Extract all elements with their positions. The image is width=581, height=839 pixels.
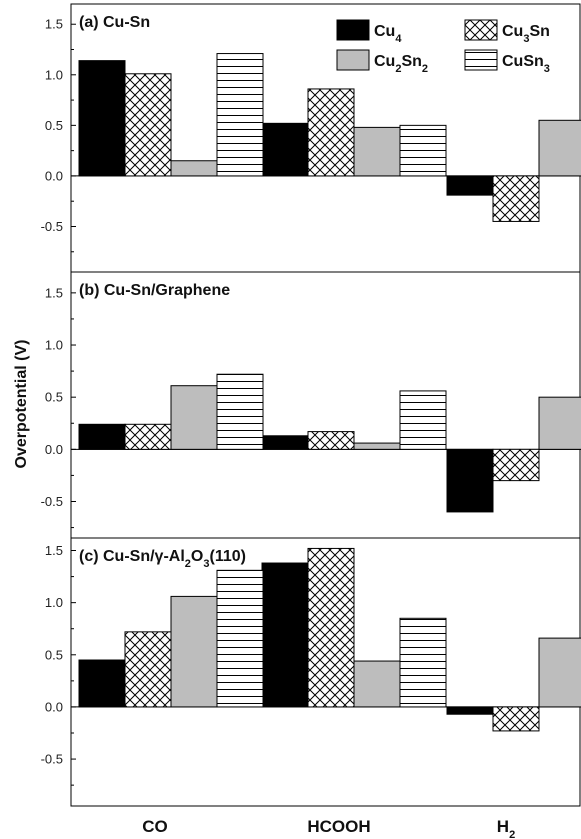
y-tick-label: -0.5 — [41, 752, 63, 767]
bar-CuSn3-HCOOH — [399, 617, 447, 708]
bar-Cu4-H2 — [446, 175, 494, 196]
bar-Cu4-HCOOH — [261, 562, 309, 708]
y-tick-label: -0.5 — [41, 494, 63, 509]
x-category-label-HCOOH: HCOOH — [307, 817, 370, 836]
bar-Cu2Sn2-H2 — [538, 396, 581, 450]
legend-label-part: 2 — [422, 63, 428, 75]
panel-title-part: (a) Cu-Sn — [79, 14, 150, 31]
legend-item-CuSn3: CuSn3 — [464, 49, 550, 75]
legend-swatch — [464, 19, 498, 41]
bar-Cu2Sn2-CO — [170, 385, 218, 450]
bar-Cu4-CO — [78, 423, 126, 450]
bar-Cu4-HCOOH — [261, 435, 309, 450]
legend-item-Cu2Sn2: Cu2Sn2 — [336, 49, 428, 75]
legend-label-part: Cu — [374, 53, 395, 70]
y-tick-label: 0.5 — [45, 647, 63, 662]
legend-item-Cu4: Cu4 — [336, 19, 402, 45]
legend-item-Cu3Sn: Cu3Sn — [464, 19, 550, 45]
legend-label-part: 3 — [544, 63, 550, 75]
legend-label-part: 3 — [523, 33, 529, 45]
legend-swatch — [336, 49, 370, 71]
bar-Cu2Sn2-CO — [170, 595, 218, 708]
panel-title-part: (c) Cu-Sn/γ-Al — [79, 548, 185, 565]
bar-Cu3Sn-H2 — [492, 175, 540, 222]
y-tick-label: 0.0 — [45, 699, 63, 714]
bar-Cu3Sn-CO — [124, 73, 172, 177]
bar-Cu2Sn2-HCOOH — [353, 660, 401, 708]
bar-Cu3Sn-H2 — [492, 448, 540, 482]
panel-title-part: 2 — [185, 558, 191, 570]
bar-Cu2Sn2-H2 — [538, 119, 581, 177]
y-tick-label: 1.0 — [45, 595, 63, 610]
panel-2: -0.5 0.0 0.5 1.0 1.5 (b) Cu-Sn/Graphene — [41, 271, 581, 539]
panel-title-part: 3 — [203, 558, 209, 570]
legend-label-part: CuSn — [502, 53, 544, 70]
bar-Cu4-CO — [78, 659, 126, 708]
bar-Cu2Sn2-H2 — [538, 637, 581, 708]
panel-frame — [70, 271, 581, 539]
x-category-label-CO-part: CO — [142, 817, 168, 836]
y-tick-label: 1.0 — [45, 67, 63, 82]
y-tick-label: 1.0 — [45, 338, 63, 353]
legend-label: Cu4 — [374, 23, 402, 45]
legend-swatch — [336, 19, 370, 41]
legend-label: Cu2Sn2 — [374, 53, 428, 75]
panel-title-part: (b) Cu-Sn/Graphene — [79, 282, 230, 299]
y-tick-label: 1.5 — [45, 17, 63, 32]
legend-label-part: Sn — [529, 23, 549, 40]
x-category-label-H2-part: H — [497, 817, 509, 836]
y-tick-label: 0.0 — [45, 168, 63, 183]
legend-label-part: 2 — [395, 63, 401, 75]
bar-Cu4-H2 — [446, 448, 494, 513]
bar-Cu3Sn-HCOOH — [307, 88, 355, 177]
panel-title: (a) Cu-Sn — [79, 14, 150, 31]
bar-Cu3Sn-CO — [124, 631, 172, 708]
bar-CuSn3-CO — [216, 569, 264, 708]
bar-CuSn3-HCOOH — [399, 390, 447, 450]
legend-label: CuSn3 — [502, 53, 550, 75]
y-tick-label: 0.5 — [45, 118, 63, 133]
bar-Cu2Sn2-CO — [170, 160, 218, 177]
x-category-label-H2: H2 — [497, 817, 515, 839]
bar-CuSn3-CO — [216, 53, 264, 177]
legend-swatch — [464, 49, 498, 71]
bar-Cu3Sn-HCOOH — [307, 547, 355, 708]
panel-1: -0.5 0.0 0.5 1.0 1.5 (a) Cu-Sn — [41, 3, 581, 273]
legend-label-part: Cu — [502, 23, 523, 40]
legend-label-part: Cu — [374, 23, 395, 40]
panel-3: -0.5 0.0 0.5 1.0 1.5 (c) Cu-Sn/γ-Al2O3(110) — [41, 537, 581, 807]
y-axis-title: Overpotential (V) — [13, 340, 30, 469]
y-tick-label: 0.0 — [45, 442, 63, 457]
bar-Cu3Sn-H2 — [492, 706, 540, 732]
y-tick-label: -0.5 — [41, 219, 63, 234]
legend-label-part: 4 — [395, 33, 402, 45]
panel-title-part: O — [191, 548, 203, 565]
legend-label: Cu3Sn — [502, 23, 550, 45]
bar-CuSn3-HCOOH — [399, 124, 447, 177]
bar-Cu4-CO — [78, 60, 126, 177]
bar-Cu4-H2 — [446, 706, 494, 715]
panel-title: (c) Cu-Sn/γ-Al2O3(110) — [79, 548, 246, 570]
x-category-label-H2-part: 2 — [509, 829, 515, 839]
bar-Cu3Sn-CO — [124, 423, 172, 450]
y-tick-label: 1.5 — [45, 285, 63, 300]
bar-CuSn3-CO — [216, 373, 264, 450]
y-tick-label: 1.5 — [45, 543, 63, 558]
bar-Cu4-HCOOH — [261, 122, 309, 177]
bar-Cu2Sn2-HCOOH — [353, 126, 401, 177]
x-category-label-HCOOH-part: HCOOH — [307, 817, 370, 836]
bar-Cu3Sn-HCOOH — [307, 431, 355, 450]
legend-label-part: Sn — [401, 53, 421, 70]
panel-title: (b) Cu-Sn/Graphene — [79, 282, 230, 299]
bar-Cu2Sn2-HCOOH — [353, 442, 401, 450]
x-category-label-CO: CO — [142, 817, 168, 836]
y-tick-label: 0.5 — [45, 390, 63, 405]
panel-title-part: (110) — [209, 548, 245, 565]
